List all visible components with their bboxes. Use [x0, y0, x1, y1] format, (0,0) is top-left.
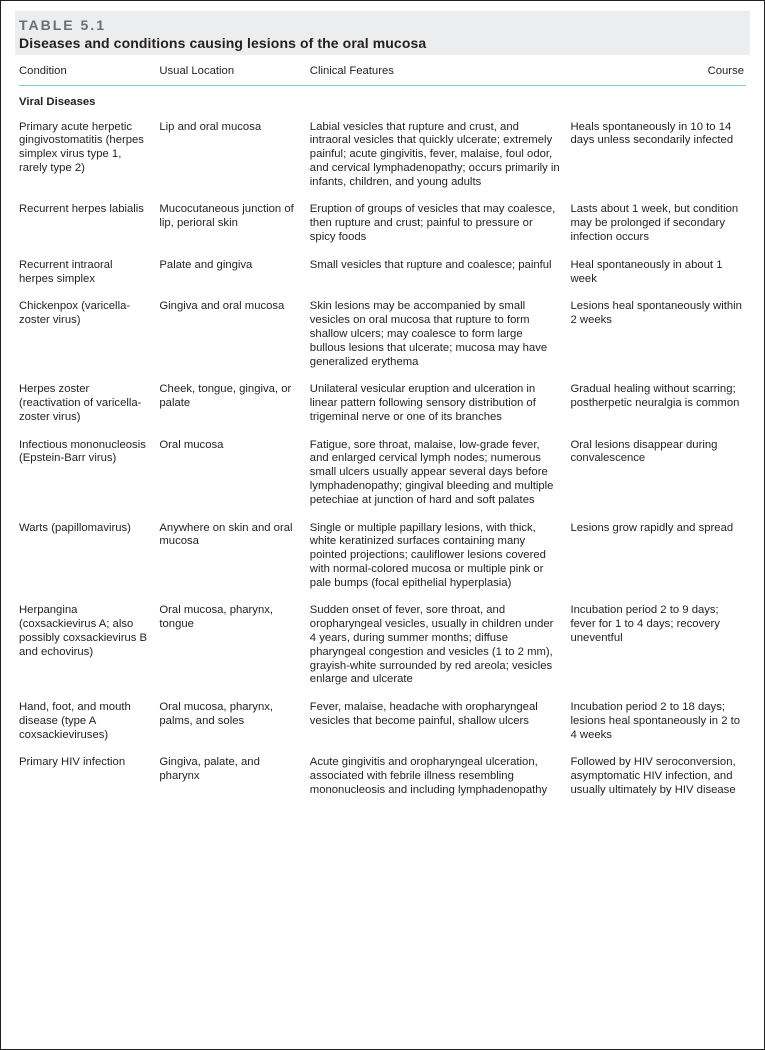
table-header-band: TABLE 5.1 Diseases and conditions causin…: [15, 11, 750, 55]
cell-location: Cheek, tongue, gingiva, or palate: [159, 376, 309, 431]
cell-course: Lesions heal spontaneously within 2 week…: [570, 293, 746, 376]
col-features: Clinical Features: [310, 57, 571, 85]
section-row: Viral Diseases: [19, 85, 746, 113]
table-row: Warts (papillomavirus)Anywhere on skin a…: [19, 515, 746, 598]
cell-features: Small vesicles that rupture and coalesce…: [310, 252, 571, 294]
cell-condition: Herpes zoster (reactivation of varicella…: [19, 376, 159, 431]
table-row: Herpes zoster (reactivation of varicella…: [19, 376, 746, 431]
cell-location: Gingiva, palate, and pharynx: [159, 749, 309, 804]
cell-condition: Warts (papillomavirus): [19, 515, 159, 598]
table-row: Hand, foot, and mouth disease (type A co…: [19, 694, 746, 749]
cell-course: Heal spontaneously in about 1 week: [570, 252, 746, 294]
table-row: Primary acute herpetic gingivostomatitis…: [19, 114, 746, 197]
cell-condition: Herpangina (coxsackievirus A; also possi…: [19, 597, 159, 694]
table-row: Herpangina (coxsackievirus A; also possi…: [19, 597, 746, 694]
cell-course: Followed by HIV seroconversion, asymptom…: [570, 749, 746, 804]
cell-features: Single or multiple papillary lesions, wi…: [310, 515, 571, 598]
cell-condition: Primary acute herpetic gingivostomatitis…: [19, 114, 159, 197]
cell-course: Lesions grow rapidly and spread: [570, 515, 746, 598]
cell-features: Fever, malaise, headache with oropharyng…: [310, 694, 571, 749]
cell-condition: Infectious mononucleosis (Epstein-Barr v…: [19, 432, 159, 515]
cell-location: Mucocutaneous junction of lip, perioral …: [159, 196, 309, 251]
cell-condition: Hand, foot, and mouth disease (type A co…: [19, 694, 159, 749]
cell-course: Incubation period 2 to 9 days; fever for…: [570, 597, 746, 694]
col-condition: Condition: [19, 57, 159, 85]
cell-condition: Primary HIV infection: [19, 749, 159, 804]
cell-course: Heals spontaneously in 10 to 14 days unl…: [570, 114, 746, 197]
table-head: Condition Usual Location Clinical Featur…: [19, 57, 746, 85]
table-row: Recurrent herpes labialisMucocutaneous j…: [19, 196, 746, 251]
cell-location: Lip and oral mucosa: [159, 114, 309, 197]
cell-features: Unilateral vesicular eruption and ulcera…: [310, 376, 571, 431]
section-heading: Viral Diseases: [19, 85, 746, 113]
page-frame: TABLE 5.1 Diseases and conditions causin…: [0, 0, 765, 1050]
cell-features: Skin lesions may be accompanied by small…: [310, 293, 571, 376]
cell-course: Oral lesions disappear during convalesce…: [570, 432, 746, 515]
cell-location: Gingiva and oral mucosa: [159, 293, 309, 376]
cell-location: Oral mucosa, pharynx, tongue: [159, 597, 309, 694]
col-location: Usual Location: [159, 57, 309, 85]
cell-course: Gradual healing without scarring; posthe…: [570, 376, 746, 431]
col-course: Course: [570, 57, 746, 85]
table-title: Diseases and conditions causing lesions …: [19, 35, 746, 51]
oral-mucosa-table: Condition Usual Location Clinical Featur…: [19, 57, 746, 805]
table-row: Infectious mononucleosis (Epstein-Barr v…: [19, 432, 746, 515]
cell-features: Acute gingivitis and oropharyngeal ulcer…: [310, 749, 571, 804]
cell-location: Anywhere on skin and oral mucosa: [159, 515, 309, 598]
cell-condition: Recurrent herpes labialis: [19, 196, 159, 251]
table-row: Chickenpox (varicella-zoster virus)Gingi…: [19, 293, 746, 376]
cell-location: Oral mucosa, pharynx, palms, and soles: [159, 694, 309, 749]
table-row: Recurrent intraoral herpes simplexPalate…: [19, 252, 746, 294]
cell-location: Palate and gingiva: [159, 252, 309, 294]
cell-course: Incubation period 2 to 18 days; lesions …: [570, 694, 746, 749]
cell-condition: Chickenpox (varicella-zoster virus): [19, 293, 159, 376]
cell-location: Oral mucosa: [159, 432, 309, 515]
cell-features: Labial vesicles that rupture and crust, …: [310, 114, 571, 197]
table-label: TABLE 5.1: [19, 17, 746, 33]
cell-features: Sudden onset of fever, sore throat, and …: [310, 597, 571, 694]
table-body: Viral Diseases Primary acute herpetic gi…: [19, 85, 746, 805]
cell-condition: Recurrent intraoral herpes simplex: [19, 252, 159, 294]
table-row: Primary HIV infectionGingiva, palate, an…: [19, 749, 746, 804]
cell-features: Fatigue, sore throat, malaise, low-grade…: [310, 432, 571, 515]
cell-course: Lasts about 1 week, but condition may be…: [570, 196, 746, 251]
cell-features: Eruption of groups of vesicles that may …: [310, 196, 571, 251]
